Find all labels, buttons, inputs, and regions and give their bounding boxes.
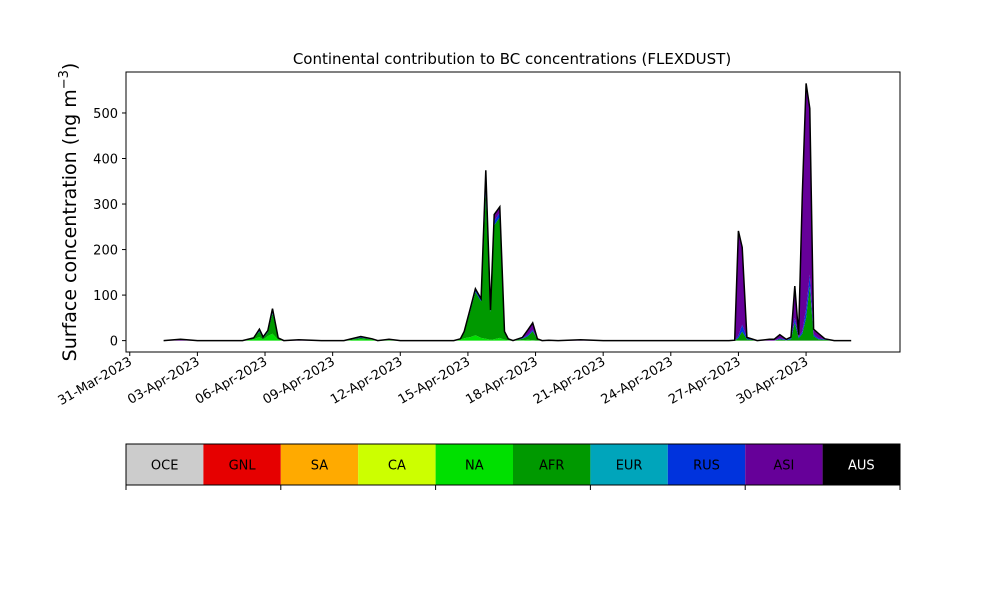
legend-label-na: NA bbox=[465, 459, 484, 474]
x-tick-label: 24-Apr-2023 bbox=[599, 354, 676, 407]
x-tick-label: 12-Apr-2023 bbox=[328, 354, 405, 407]
stacked-areas bbox=[163, 83, 852, 341]
y-axis-label: Surface concentration (ng m−3) bbox=[57, 63, 81, 362]
legend-label-sa: SA bbox=[311, 459, 328, 474]
x-tick-label: 15-Apr-2023 bbox=[396, 354, 473, 407]
legend-swatch-ca bbox=[358, 444, 436, 485]
legend-frame bbox=[125, 443, 901, 486]
legend-swatch-asi bbox=[745, 444, 823, 485]
area-afr bbox=[163, 193, 852, 341]
legend-swatch-afr bbox=[513, 444, 591, 485]
legend-swatch-eur bbox=[590, 444, 668, 485]
x-axis: 31-Mar-202303-Apr-202306-Apr-202309-Apr-… bbox=[56, 352, 811, 409]
x-tick-label: 27-Apr-2023 bbox=[666, 354, 743, 407]
legend-label-eur: EUR bbox=[616, 459, 643, 474]
x-tick-label: 31-Mar-2023 bbox=[56, 354, 135, 408]
y-axis-label-main: Surface concentration (ng m bbox=[59, 89, 81, 361]
y-tick-label: 400 bbox=[93, 153, 118, 168]
legend-label-afr: AFR bbox=[539, 459, 564, 474]
legend-swatch-rus bbox=[667, 444, 746, 485]
y-tick-label: 200 bbox=[93, 244, 118, 259]
y-tick-label: 0 bbox=[110, 335, 118, 350]
color-legend: OCE GNL SA CA NA AFR EUR RUS ASI AUS bbox=[125, 443, 901, 490]
legend-swatch-sa bbox=[280, 444, 359, 485]
y-tick-label: 300 bbox=[93, 198, 118, 213]
legend-label-ca: CA bbox=[388, 459, 406, 474]
total-line bbox=[163, 83, 852, 342]
x-tick-label: 18-Apr-2023 bbox=[463, 354, 540, 407]
x-tick-label: 06-Apr-2023 bbox=[193, 354, 270, 407]
x-tick-label: 21-Apr-2023 bbox=[531, 354, 608, 407]
chart-title: Continental contribution to BC concentra… bbox=[293, 50, 731, 68]
legend-label-oce: OCE bbox=[151, 459, 179, 474]
area-asi bbox=[163, 83, 852, 341]
legend-swatch-aus bbox=[822, 444, 900, 485]
legend-label-aus: AUS bbox=[848, 459, 875, 474]
y-tick-label: 500 bbox=[93, 107, 118, 122]
y-tick-label: 100 bbox=[93, 289, 118, 304]
legend-swatch-gnl bbox=[203, 444, 281, 485]
legend-swatch-na bbox=[435, 444, 513, 485]
legend-label-gnl: GNL bbox=[229, 459, 257, 474]
y-axis: 0 100 200 300 400 500 bbox=[93, 107, 126, 350]
x-tick-label: 09-Apr-2023 bbox=[261, 354, 338, 407]
x-tick-label: 30-Apr-2023 bbox=[734, 354, 811, 407]
area-rus bbox=[163, 187, 852, 341]
y-axis-label-sup: −3 bbox=[57, 70, 72, 89]
legend-label-rus: RUS bbox=[693, 459, 720, 474]
x-tick-label: 03-Apr-2023 bbox=[125, 354, 202, 407]
y-axis-label-close: ) bbox=[59, 63, 81, 70]
legend-label-asi: ASI bbox=[773, 459, 794, 474]
plot-frame bbox=[125, 71, 901, 353]
legend-swatch-oce bbox=[126, 444, 204, 485]
